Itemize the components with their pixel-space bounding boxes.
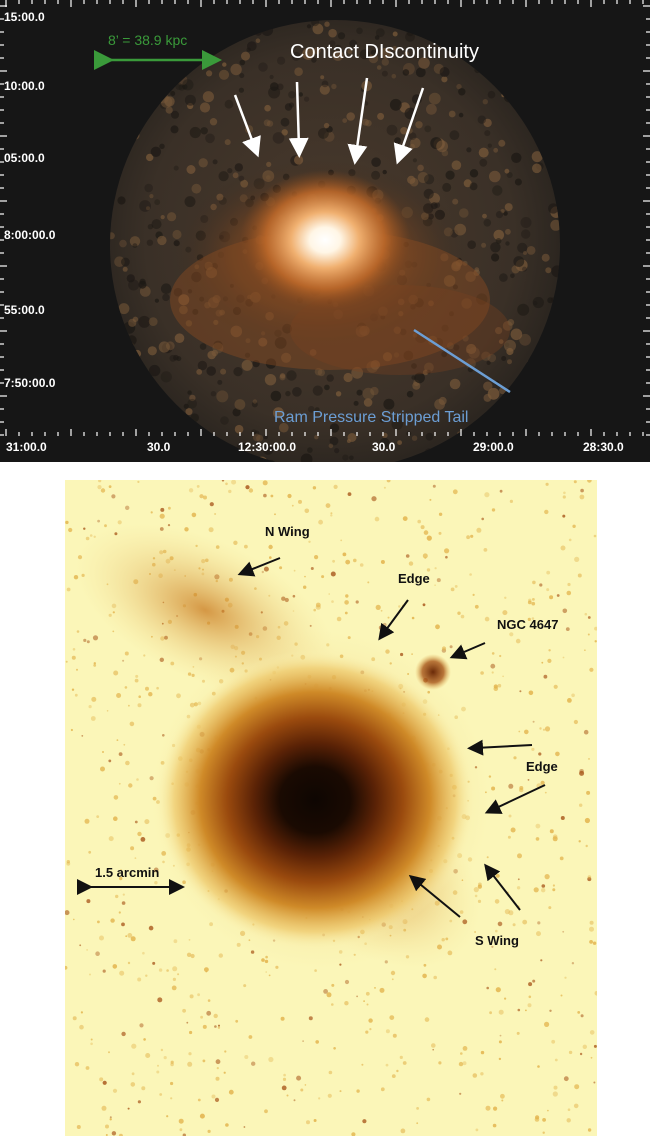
contact-arrows — [233, 77, 425, 165]
dec-tick-label: 55:00.0 — [4, 303, 45, 317]
dec-tick-label: 10:00.0 — [4, 79, 45, 93]
frame-ticks — [0, 0, 650, 436]
ra-tick-label: 30.0 — [147, 440, 171, 454]
xray-image-top — [0, 0, 650, 462]
ram-pressure-tail-label: Ram Pressure Stripped Tail — [274, 409, 469, 426]
contact-discontinuity-label: Contact DIscontinuity — [290, 41, 479, 63]
xray-image-bottom — [65, 480, 597, 1136]
field-of-view — [110, 20, 560, 462]
ra-tick-label: 31:00.0 — [6, 440, 47, 454]
xray-image-panel-top: 15:00.0 10:00.0 05:00.0 8:00:00.0 55:00.… — [0, 0, 650, 462]
galaxy-emission — [74, 523, 490, 970]
ra-tick-label: 28:30.0 — [583, 440, 624, 454]
edge-label-right: Edge — [526, 759, 558, 774]
ra-tick-label: 12:30:00.0 — [238, 440, 297, 454]
n-wing-label: N Wing — [265, 524, 310, 539]
scale-bar-label-bottom: 1.5 arcmin — [95, 865, 160, 880]
ra-tick-label: 30.0 — [372, 440, 396, 454]
tail-pointer — [413, 328, 511, 394]
s-wing-label: S Wing — [475, 933, 519, 948]
scale-bar-label-top: 8’ = 38.9 kpc — [108, 32, 188, 48]
ngc-4647-label: NGC 4647 — [497, 617, 559, 632]
annotation-arrows — [237, 557, 546, 918]
dec-tick-label: 05:00.0 — [4, 151, 45, 165]
dec-tick-label: 7:50:00.0 — [4, 376, 56, 390]
ra-tick-label: 29:00.0 — [473, 440, 514, 454]
dec-tick-label: 15:00.0 — [4, 10, 45, 24]
dec-tick-label: 8:00:00.0 — [4, 228, 56, 242]
edge-label-top: Edge — [398, 571, 430, 586]
xray-image-panel-bottom: N Wing Edge NGC 4647 Edge S Wing 1.5 arc… — [65, 480, 597, 1136]
